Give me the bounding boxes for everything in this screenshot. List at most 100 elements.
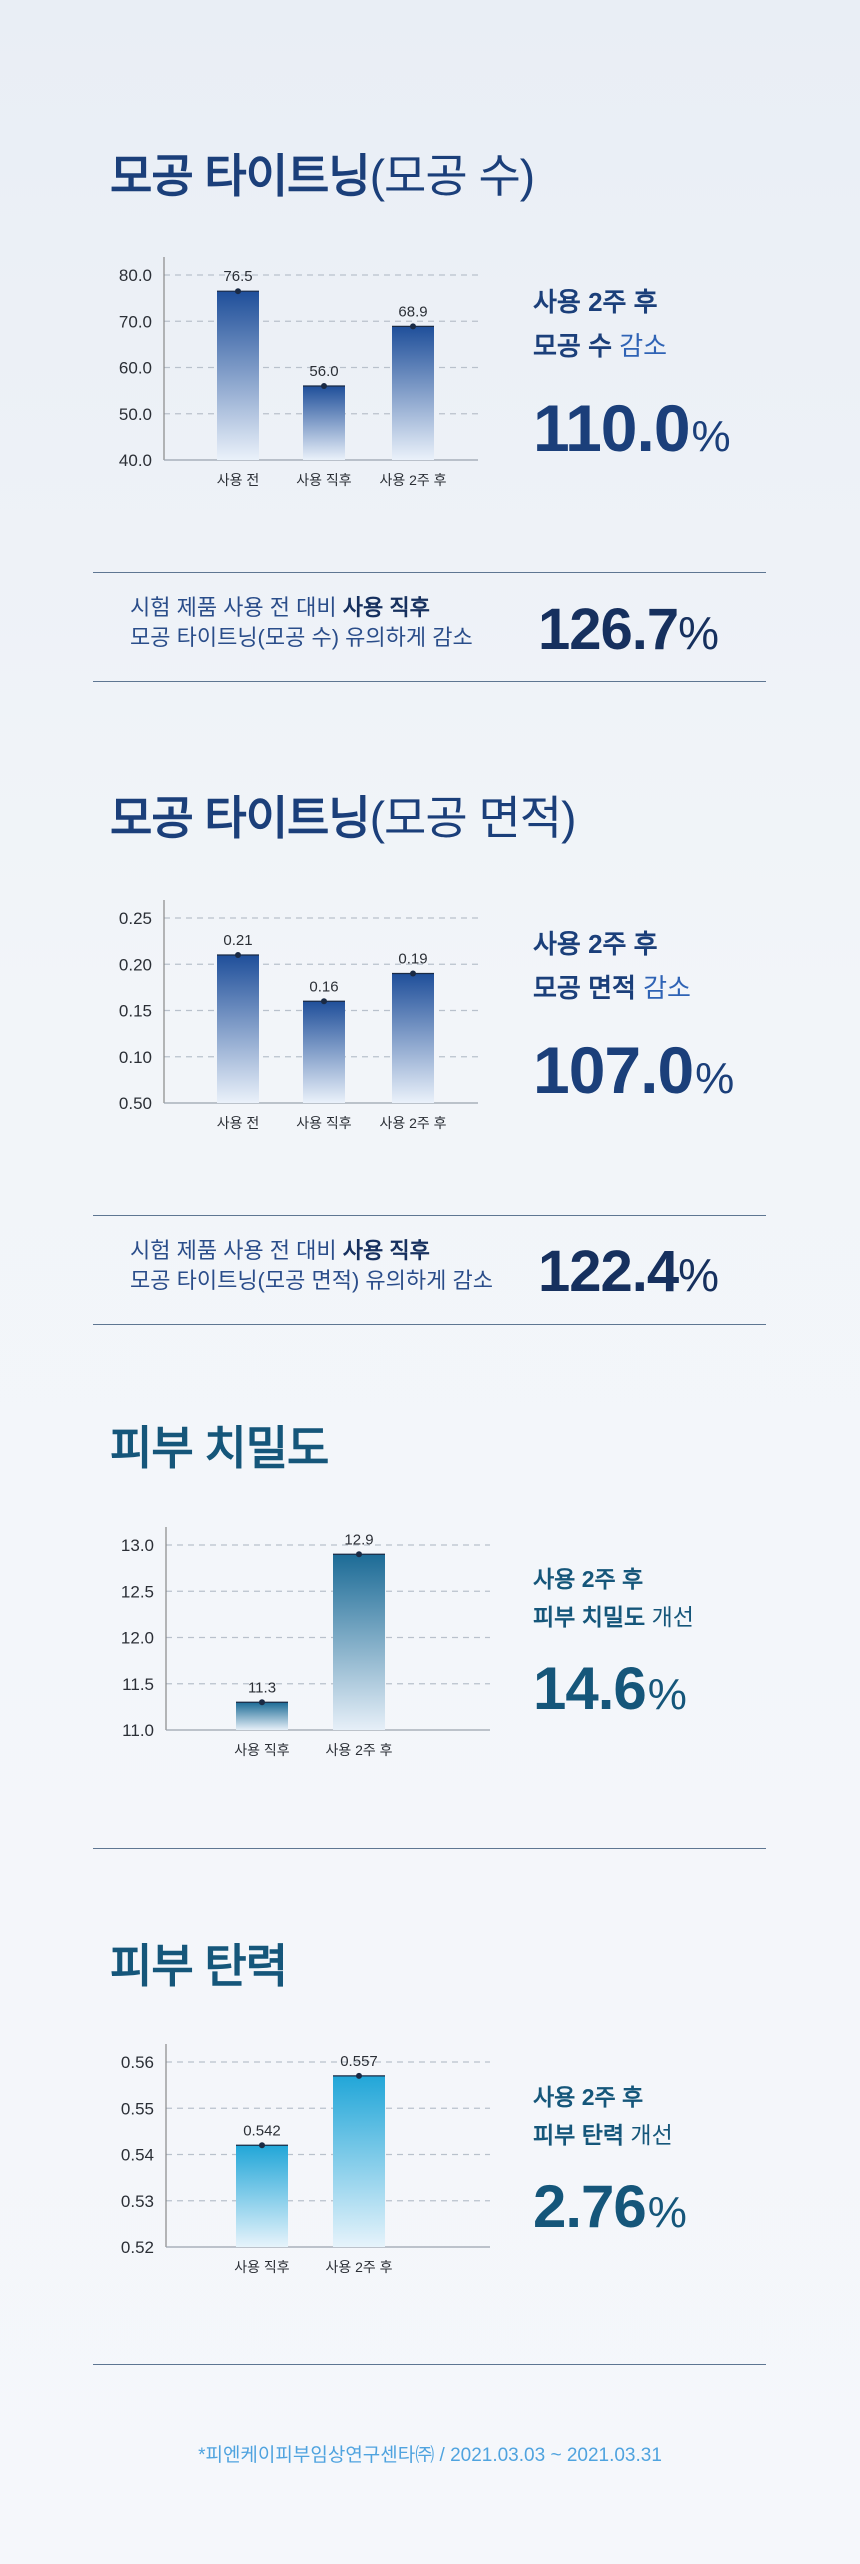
bar: [236, 2145, 288, 2247]
callout-value: 110.0%: [533, 391, 731, 465]
section-title: 모공 타이트닝(모공 수): [110, 150, 535, 202]
value-label: 56.0: [309, 363, 338, 380]
bar-chart-skin-density: 11.0 11.5 12.0 12.5 13.0 11.3 사용 직후 12.9 사용 2주 후: [100, 1515, 520, 1780]
bar-chart-pore-area: 0.50 0.10 0.15 0.20 0.25 0.21 사용 전 0.16 사용 직후 0.1…: [100, 888, 520, 1153]
category-label: 사용 직후: [234, 1742, 290, 1758]
bar: [333, 2075, 385, 2247]
section-title: 모공 타이트닝(모공 면적): [110, 792, 577, 844]
bar-chart-skin-elasticity: 0.52 0.53 0.54 0.55 0.56 0.542 사용 직후 0.557 사용 2주…: [100, 2032, 520, 2297]
value-label: 0.21: [223, 932, 252, 949]
y-tick-label: 50.0: [119, 405, 152, 424]
y-tick-label: 0.55: [121, 2099, 154, 2118]
y-tick-label: 60.0: [119, 359, 152, 378]
category-label: 사용 2주 후: [379, 1115, 446, 1131]
value-marker: [410, 970, 416, 977]
divider: [93, 1324, 766, 1325]
bar: [303, 1001, 345, 1103]
chart-svg: 40.0 50.0 60.0 70.0 80.0 76.5 사용 전 56.0 사용 직후 68.…: [119, 257, 478, 488]
y-tick-label: 40.0: [119, 451, 152, 470]
callout-line2: 모공 수 감소: [533, 331, 668, 361]
category-label: 사용 직후: [296, 472, 352, 488]
value-label: 68.9: [398, 303, 427, 320]
y-tick-label: 0.52: [121, 2238, 154, 2257]
category-label: 사용 2주 후: [325, 2259, 392, 2275]
y-tick-label: 13.0: [121, 1536, 154, 1555]
y-tick-label: 70.0: [119, 312, 152, 331]
y-tick-label: 0.20: [119, 955, 152, 974]
callout: 사용 2주 후 모공 수 감소 110.0%: [533, 280, 731, 466]
chart-svg: 0.50 0.10 0.15 0.20 0.25 0.21 사용 전 0.16 사용 직후 0.1…: [119, 900, 478, 1131]
y-tick-label: 80.0: [119, 266, 152, 285]
value-marker: [356, 1551, 362, 1558]
callout-value: 14.6%: [533, 1655, 687, 1722]
box-value: 126.7%: [538, 597, 719, 662]
section-title-sub: (모공 면적): [369, 792, 577, 844]
value-label: 0.557: [340, 2053, 378, 2070]
y-tick-label: 0.54: [121, 2146, 154, 2165]
callout-line2: 피부 탄력 개선: [533, 2122, 673, 2148]
callout-line1: 사용 2주 후: [533, 2084, 644, 2110]
category-label: 사용 2주 후: [379, 472, 446, 488]
bar: [217, 291, 259, 460]
y-tick-label: 0.53: [121, 2192, 154, 2211]
y-tick-label: 12.5: [121, 1582, 154, 1601]
y-tick-label: 0.10: [119, 1048, 152, 1067]
section-title: 피부 치밀도: [110, 1422, 329, 1474]
chart-svg: 0.52 0.53 0.54 0.55 0.56 0.542 사용 직후 0.557 사용 2주…: [121, 2044, 490, 2275]
value-marker: [321, 998, 327, 1005]
bar: [333, 1554, 385, 1730]
category-label: 사용 직후: [296, 1115, 352, 1131]
source-footnote: *피엔케이피부임상연구센타㈜ / 2021.03.03 ~ 2021.03.31: [198, 2445, 662, 2466]
chart-svg: 11.0 11.5 12.0 12.5 13.0 11.3 사용 직후 12.9 사용 2주 후: [121, 1527, 490, 1758]
y-tick-label: 0.25: [119, 909, 152, 928]
callout: 사용 2주 후 모공 면적 감소 107.0%: [533, 922, 734, 1108]
y-tick-label: 0.56: [121, 2053, 154, 2072]
callout-line2: 피부 치밀도 개선: [533, 1604, 694, 1630]
y-tick-label: 12.0: [121, 1629, 154, 1648]
value-label: 0.19: [398, 951, 427, 968]
section-title: 피부 탄력: [110, 1940, 288, 1992]
box-description: 시험 제품 사용 전 대비 사용 직후 모공 타이트닝(모공 수) 유의하게 감…: [130, 595, 473, 650]
callout-line1: 사용 2주 후: [533, 1566, 644, 1592]
bar: [303, 386, 345, 460]
category-label: 사용 2주 후: [325, 1742, 392, 1758]
category-label: 사용 전: [217, 1115, 260, 1131]
divider: [93, 2364, 766, 2365]
value-marker: [235, 288, 241, 295]
divider: [93, 1848, 766, 1849]
y-tick-label: 11.5: [122, 1675, 154, 1694]
bar: [236, 1702, 288, 1730]
value-marker: [259, 1699, 265, 1706]
value-label: 12.9: [344, 1531, 373, 1548]
callout-line1: 사용 2주 후: [533, 287, 658, 317]
callout-value: 2.76%: [533, 2173, 687, 2240]
callout-line2: 모공 면적 감소: [533, 973, 691, 1003]
divider: [93, 1215, 766, 1216]
box-description: 시험 제품 사용 전 대비 사용 직후 모공 타이트닝(모공 면적) 유의하게 …: [130, 1238, 493, 1293]
bar-chart-pore-count: 40.0 50.0 60.0 70.0 80.0 76.5 사용 전 56.0 사용 직후 68.…: [100, 245, 520, 510]
value-label: 76.5: [223, 268, 252, 285]
bar: [392, 326, 434, 460]
divider: [93, 681, 766, 682]
section-title-sub: (모공 수): [369, 150, 535, 202]
box-value: 122.4%: [538, 1239, 719, 1304]
bar: [392, 973, 434, 1103]
divider: [93, 572, 766, 573]
callout: 사용 2주 후 피부 탄력 개선 2.76%: [533, 2078, 687, 2241]
category-label: 사용 직후: [234, 2259, 290, 2275]
y-tick-label: 11.0: [122, 1721, 154, 1740]
callout: 사용 2주 후 피부 치밀도 개선 14.6%: [533, 1560, 694, 1723]
value-marker: [235, 952, 241, 958]
callout-value: 107.0%: [533, 1033, 734, 1107]
value-label: 0.16: [309, 978, 338, 995]
value-label: 11.3: [248, 1679, 276, 1696]
callout-line1: 사용 2주 후: [533, 929, 658, 959]
y-tick-label: 0.15: [119, 1002, 152, 1021]
y-tick-label: 0.50: [119, 1094, 152, 1113]
value-marker: [356, 2072, 362, 2079]
value-label: 0.542: [243, 2122, 281, 2139]
value-marker: [321, 383, 327, 389]
value-marker: [410, 323, 416, 330]
bar: [217, 955, 259, 1103]
category-label: 사용 전: [217, 472, 260, 488]
